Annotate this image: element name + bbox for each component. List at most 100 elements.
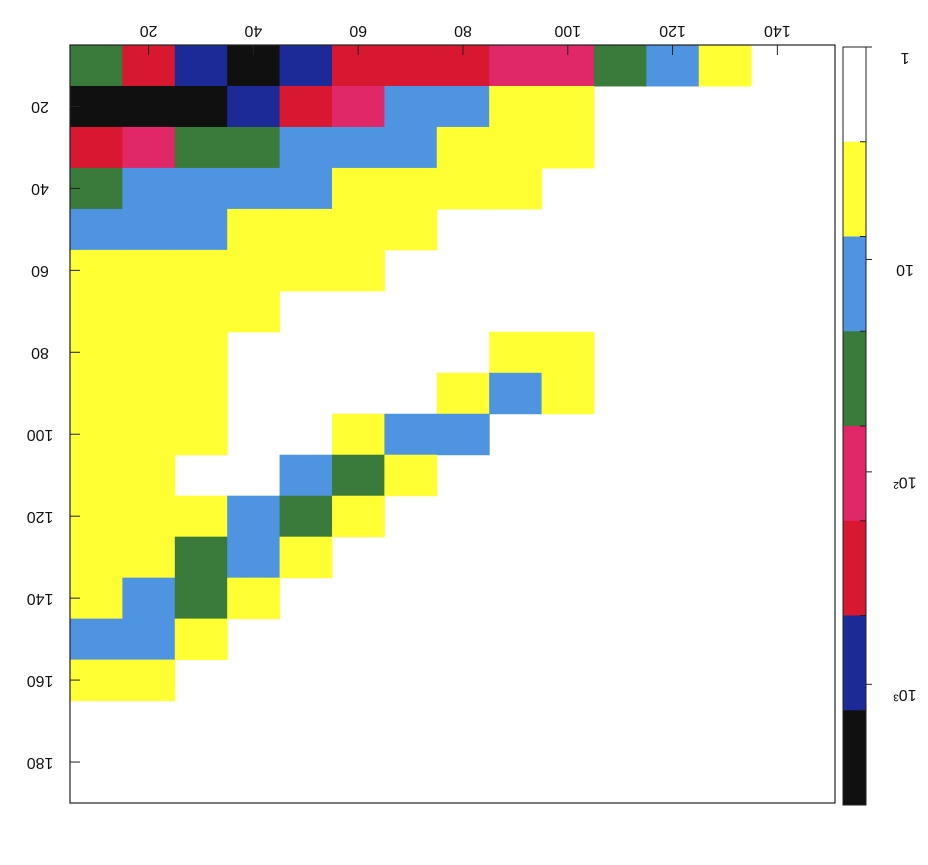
heatmap-cell bbox=[174, 495, 228, 538]
heatmap-cell bbox=[489, 331, 543, 374]
heatmap-cell bbox=[122, 413, 176, 456]
y-tick-label: 40 bbox=[31, 180, 49, 197]
heatmap-cell bbox=[174, 331, 228, 374]
heatmap-cell bbox=[174, 290, 228, 333]
heatmap-cell bbox=[122, 577, 176, 620]
heatmap-cell bbox=[122, 536, 176, 579]
heatmap-cell bbox=[541, 126, 595, 169]
heatmap-cell bbox=[436, 167, 490, 210]
heatmap-cell bbox=[174, 372, 228, 415]
heatmap-cell bbox=[70, 536, 123, 579]
heatmap-cell bbox=[70, 208, 123, 251]
heatmap-cell bbox=[279, 208, 333, 251]
y-tick-label: 100 bbox=[27, 426, 54, 443]
heatmap-cell bbox=[122, 249, 176, 292]
heatmap-cell bbox=[174, 45, 228, 87]
x-tick-label: 120 bbox=[659, 22, 686, 39]
colorbar-segment bbox=[843, 710, 866, 806]
heatmap-cell bbox=[122, 126, 176, 169]
heatmap-cell bbox=[489, 85, 543, 128]
heatmap-cell bbox=[174, 167, 228, 210]
colorbar-frame bbox=[842, 46, 867, 806]
heatmap-cell bbox=[70, 372, 123, 415]
heatmap-cell bbox=[384, 85, 438, 128]
heatmap-cell bbox=[174, 208, 228, 251]
heatmap-cell bbox=[331, 208, 385, 251]
heatmap-cell bbox=[227, 290, 281, 333]
heatmap-cell bbox=[436, 126, 490, 169]
heatmap-cell bbox=[122, 167, 176, 210]
heatmap-cell bbox=[541, 372, 595, 415]
x-tick-label: 140 bbox=[764, 22, 791, 39]
heatmap-cell bbox=[489, 126, 543, 169]
heatmap-cell bbox=[174, 249, 228, 292]
colorbar-segment bbox=[843, 47, 866, 143]
y-tick-label: 120 bbox=[27, 508, 54, 525]
heatmap-cell bbox=[384, 167, 438, 210]
heatmap-cell bbox=[174, 618, 228, 661]
colorbar-tick-label: 1 bbox=[900, 49, 909, 66]
heatmap-cell bbox=[384, 454, 438, 497]
heatmap-cell bbox=[331, 167, 385, 210]
heatmap-cell bbox=[489, 167, 543, 210]
heatmap-cell bbox=[122, 290, 176, 333]
heatmap-cell bbox=[227, 126, 281, 169]
heatmap-cell bbox=[174, 577, 228, 620]
heatmap-cell bbox=[279, 249, 333, 292]
heatmap-cell bbox=[489, 372, 543, 415]
heatmap-cell bbox=[384, 126, 438, 169]
heatmap-cell bbox=[489, 45, 543, 87]
heatmap-cell bbox=[384, 208, 438, 251]
heatmap-cell bbox=[227, 208, 281, 251]
heatmap-cell bbox=[331, 85, 385, 128]
heatmap-cell bbox=[436, 85, 490, 128]
heatmap-cell bbox=[279, 45, 333, 87]
heatmap-cell bbox=[122, 372, 176, 415]
heatmap-cell bbox=[122, 618, 176, 661]
heatmap-cell bbox=[279, 536, 333, 579]
colorbar-segment bbox=[843, 236, 866, 332]
heatmap-cell bbox=[227, 249, 281, 292]
heatmap-cell bbox=[122, 85, 176, 128]
heatmap-cell bbox=[70, 290, 123, 333]
heatmap-cell bbox=[174, 85, 228, 128]
heatmap-cell bbox=[227, 167, 281, 210]
heatmap-cell bbox=[593, 45, 647, 87]
heatmap-cell bbox=[227, 577, 281, 620]
heatmap-cell bbox=[122, 454, 176, 497]
heatmap-cell bbox=[331, 126, 385, 169]
colorbar-segment bbox=[843, 426, 866, 522]
heatmap-cell bbox=[436, 413, 490, 456]
heatmap-cell bbox=[227, 85, 281, 128]
heatmap bbox=[70, 45, 752, 702]
heatmap-cell bbox=[279, 167, 333, 210]
heatmap-cell bbox=[70, 618, 123, 661]
y-tick-label: 140 bbox=[27, 590, 54, 607]
y-tick-label: 160 bbox=[27, 672, 54, 689]
colorbar-segment bbox=[843, 615, 866, 711]
heatmap-cell bbox=[279, 85, 333, 128]
heatmap-cell bbox=[174, 536, 228, 579]
y-tick-label: 80 bbox=[31, 344, 49, 361]
x-tick-label: 80 bbox=[454, 22, 472, 39]
y-tick-label: 20 bbox=[31, 98, 49, 115]
plot-frame bbox=[69, 44, 836, 804]
colorbar-segment bbox=[843, 331, 866, 427]
heatmap-cell bbox=[122, 659, 176, 702]
heatmap-cell bbox=[174, 126, 228, 169]
colorbar-tick-label: 10³ bbox=[893, 686, 917, 703]
heatmap-cell bbox=[384, 45, 438, 87]
heatmap-cell bbox=[70, 126, 123, 169]
heatmap-cell bbox=[122, 208, 176, 251]
heatmap-cell bbox=[541, 331, 595, 374]
colorbar-segment bbox=[843, 520, 866, 616]
heatmap-cell bbox=[331, 413, 385, 456]
heatmap-cell bbox=[122, 495, 176, 538]
x-tick-label: 20 bbox=[140, 22, 158, 39]
heatmap-cell bbox=[541, 85, 595, 128]
heatmap-cell bbox=[70, 45, 123, 87]
y-tick-label: 180 bbox=[27, 754, 54, 771]
heatmap-cell bbox=[279, 454, 333, 497]
y-tick-label: 60 bbox=[31, 262, 49, 279]
